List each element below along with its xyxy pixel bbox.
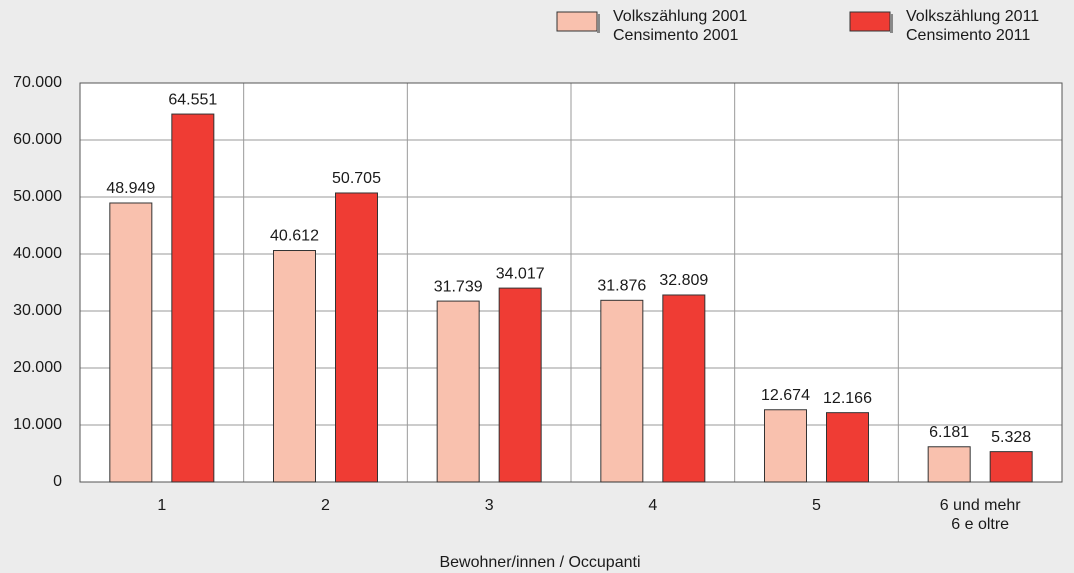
y-tick-label: 70.000: [13, 74, 62, 91]
value-label: 48.949: [106, 180, 155, 197]
value-label: 12.674: [761, 387, 810, 404]
bar: [927, 446, 971, 483]
value-label: 32.809: [659, 272, 708, 289]
x-tick-label: 6 und mehr 6 e oltre: [939, 497, 1021, 533]
bar: [600, 299, 644, 483]
x-axis-label: Bewohner/innen / Occupanti: [439, 554, 640, 571]
x-tick-label: 3: [484, 497, 494, 514]
bar: [764, 409, 807, 483]
legend-swatch: [849, 11, 891, 32]
value-label: 40.612: [270, 228, 319, 245]
bar: [662, 294, 706, 483]
value-label: 12.166: [823, 390, 872, 407]
value-label: 31.739: [434, 278, 483, 295]
bar: [826, 412, 869, 483]
bar: [335, 192, 378, 483]
legend-label: Volkszählung 2001 Censimento 2001: [613, 8, 748, 44]
bar: [436, 300, 480, 483]
value-label: 50.705: [332, 170, 381, 187]
value-label: 64.551: [168, 91, 217, 108]
legend-swatch: [556, 11, 598, 32]
x-tick-label: 2: [321, 497, 330, 514]
x-tick-label: 4: [648, 497, 658, 514]
bar: [273, 250, 316, 483]
value-label: 5.328: [991, 429, 1031, 446]
legend-swatch-shadow: [890, 14, 893, 33]
x-tick-label: 1: [157, 497, 167, 514]
bar: [171, 113, 215, 483]
x-tick-label: 5: [812, 497, 821, 514]
y-tick-label: 30.000: [13, 302, 62, 319]
y-tick-label: 50.000: [13, 188, 62, 205]
legend-swatch-shadow: [597, 14, 600, 33]
legend-label: Volkszählung 2011 Censimento 2011: [906, 8, 1040, 44]
plot-frame: [79, 82, 1063, 483]
bar: [109, 202, 153, 483]
y-tick-label: 20.000: [13, 359, 62, 376]
bar: [498, 287, 542, 483]
y-tick-label: 60.000: [13, 131, 62, 148]
value-label: 31.876: [597, 278, 646, 295]
y-tick-label: 0: [53, 473, 62, 490]
value-label: 6.181: [929, 424, 969, 441]
y-tick-label: 40.000: [13, 245, 62, 262]
bar: [989, 451, 1033, 483]
value-label: 34.017: [496, 265, 545, 282]
y-tick-label: 10.000: [13, 416, 62, 433]
